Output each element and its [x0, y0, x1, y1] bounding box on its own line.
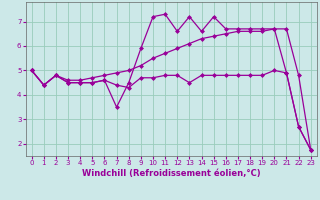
X-axis label: Windchill (Refroidissement éolien,°C): Windchill (Refroidissement éolien,°C)	[82, 169, 260, 178]
